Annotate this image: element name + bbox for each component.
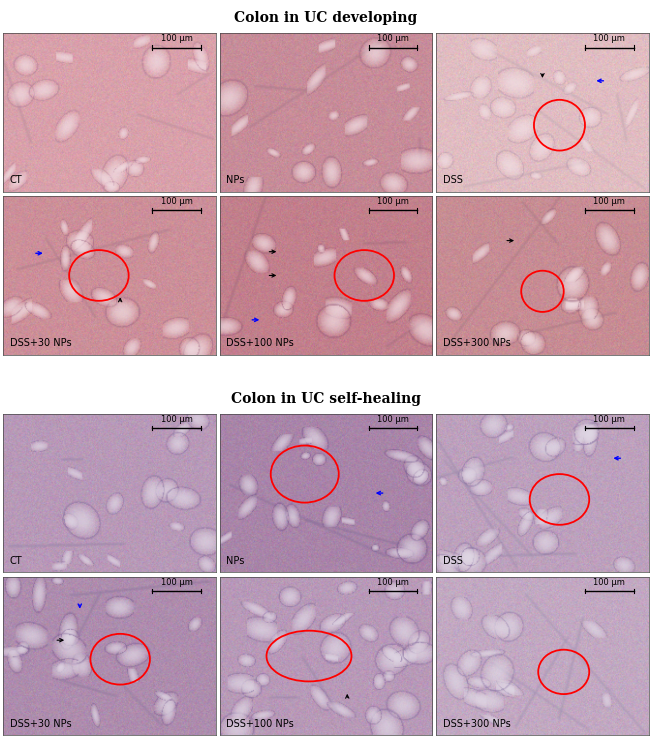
Text: 100 μm: 100 μm: [377, 415, 409, 424]
Text: 100 μm: 100 μm: [593, 578, 625, 587]
Text: DSS: DSS: [443, 556, 462, 566]
Text: NPs: NPs: [226, 175, 244, 185]
Text: DSS: DSS: [443, 175, 462, 185]
Text: DSS+30 NPs: DSS+30 NPs: [10, 719, 71, 729]
Text: DSS+30 NPs: DSS+30 NPs: [10, 338, 71, 348]
Text: DSS+300 NPs: DSS+300 NPs: [443, 719, 511, 729]
Text: DSS+100 NPs: DSS+100 NPs: [226, 338, 294, 348]
Text: 100 μm: 100 μm: [593, 197, 625, 206]
Text: DSS+100 NPs: DSS+100 NPs: [226, 719, 294, 729]
Text: 100 μm: 100 μm: [160, 415, 192, 424]
Text: 100 μm: 100 μm: [160, 578, 192, 587]
Text: 100 μm: 100 μm: [377, 578, 409, 587]
Text: NPs: NPs: [226, 556, 244, 566]
Text: 100 μm: 100 μm: [593, 415, 625, 424]
Text: 100 μm: 100 μm: [160, 34, 192, 44]
Text: 100 μm: 100 μm: [377, 34, 409, 44]
Text: 100 μm: 100 μm: [160, 197, 192, 206]
Text: 100 μm: 100 μm: [377, 197, 409, 206]
Text: Colon in UC self-healing: Colon in UC self-healing: [231, 392, 421, 406]
Text: CT: CT: [10, 556, 22, 566]
Text: CT: CT: [10, 175, 22, 185]
Text: Colon in UC developing: Colon in UC developing: [234, 12, 418, 25]
Text: DSS+300 NPs: DSS+300 NPs: [443, 338, 511, 348]
Text: 100 μm: 100 μm: [593, 34, 625, 44]
